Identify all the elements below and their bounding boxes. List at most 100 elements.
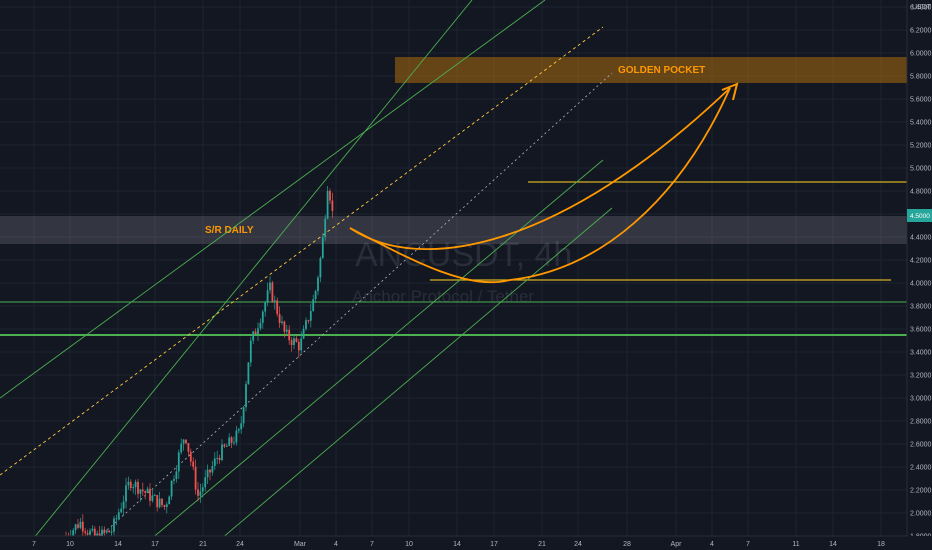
candle-body (264, 302, 267, 312)
candle-body (276, 300, 279, 314)
candle-body (331, 200, 334, 211)
candle-body (281, 321, 283, 323)
candle-body (218, 457, 221, 461)
candle-body (168, 496, 171, 505)
time-tick-labels: 7 10 14 17 21 24 Mar 4 7 10 14 17 21 24 28 Apr 4 7 11 14 18 (32, 541, 885, 548)
time-tick-label: 17 (490, 541, 498, 548)
time-tick-label: 21 (199, 541, 207, 548)
candle-body (329, 190, 331, 201)
candle-body (144, 491, 147, 493)
price-tick-label: 3.8000 (910, 304, 932, 311)
candle-body (173, 479, 175, 481)
candle-body (206, 469, 209, 478)
time-tick-label: 11 (792, 541, 799, 548)
candle-body (240, 423, 243, 430)
candle-body (252, 331, 255, 341)
candle-body (314, 291, 317, 300)
candle-body (180, 443, 183, 453)
projection-curve-lower (349, 87, 731, 284)
time-tick-label: 4 (710, 541, 714, 548)
candle-body (79, 521, 82, 528)
candle-body (117, 512, 120, 519)
candle-body (139, 489, 142, 494)
candle-body (228, 437, 231, 446)
candle-body (115, 518, 118, 520)
price-tick-label: 2.6000 (910, 442, 932, 449)
candle-body (221, 444, 223, 461)
price-tick-label: 3.0000 (910, 396, 932, 403)
projection-curve-upper (349, 87, 731, 250)
candle-body (91, 528, 94, 531)
candle-body (194, 466, 197, 490)
candle-body (321, 237, 324, 259)
golden-pocket-label: GOLDEN POCKET (618, 65, 705, 76)
golden-pocket-zone (395, 57, 907, 83)
candle-body (295, 338, 298, 342)
time-tick-label: Apr (671, 541, 683, 548)
candle-body (108, 530, 111, 533)
candle-body (300, 338, 303, 351)
price-tick-label: 4.2000 (910, 258, 932, 265)
price-tick-label: 5.0000 (910, 166, 932, 173)
candle-body (110, 531, 113, 533)
time-tick-label: 21 (538, 541, 546, 548)
candle-body (74, 524, 77, 531)
candle-body (89, 530, 91, 535)
candle-body (192, 461, 195, 467)
candle-body (237, 429, 240, 431)
candle-body (230, 437, 233, 443)
candle-body (134, 481, 137, 488)
candle-body (266, 290, 269, 303)
candle-body (151, 495, 154, 501)
time-tick-label: 24 (236, 541, 244, 548)
grid-lines (0, 0, 907, 537)
candle-body (201, 487, 204, 492)
channel-line-inner (23, 0, 473, 550)
candle-body (86, 533, 89, 535)
candle-body (132, 487, 135, 489)
time-tick-label: 7 (370, 541, 374, 548)
candle-body (204, 477, 207, 488)
last-price-badge (907, 209, 932, 222)
candle-body (161, 498, 163, 506)
price-tick-label: 5.8000 (910, 74, 932, 81)
time-tick-label: 24 (574, 541, 582, 548)
time-tick-label: 7 (32, 541, 36, 548)
candle-body (269, 282, 271, 291)
time-axis: 7 10 14 17 21 24 Mar 4 7 10 14 17 21 24 28 Apr 4 7 11 14 18 (0, 535, 932, 550)
candle-body (96, 533, 99, 538)
price-tick-label: 4.8000 (910, 189, 932, 196)
candle-body (213, 458, 216, 467)
candle-body (209, 469, 211, 473)
candle-body (211, 466, 214, 473)
candle-body (72, 530, 75, 538)
candle-body (189, 451, 192, 462)
time-tick-label: 10 (405, 541, 413, 548)
time-tick-label: 18 (877, 541, 885, 548)
candle-body (293, 338, 295, 346)
candle-body (175, 471, 178, 480)
candle-body (305, 320, 307, 329)
channel-lines (0, 0, 613, 550)
candle-body (283, 321, 286, 332)
candle-body (165, 504, 168, 507)
candle-body (273, 300, 276, 302)
channel-line-outer (0, 0, 546, 399)
arrow-head-icon (721, 82, 739, 101)
time-tick-label: 7 (746, 541, 750, 548)
candle-body (326, 190, 329, 219)
candle-body (257, 328, 259, 334)
candle-body (170, 480, 173, 497)
candle-body (182, 439, 185, 444)
candle-body (309, 311, 312, 321)
candle-body (81, 521, 84, 532)
candle-body (149, 488, 151, 501)
candle-body (113, 518, 115, 532)
price-tick-label: 6.2000 (910, 28, 932, 35)
price-tick-label: 3.2000 (910, 373, 932, 380)
candle-body (271, 282, 274, 302)
time-tick-label: 4 (334, 541, 338, 548)
candle-body (225, 445, 228, 447)
candle-body (137, 481, 139, 494)
